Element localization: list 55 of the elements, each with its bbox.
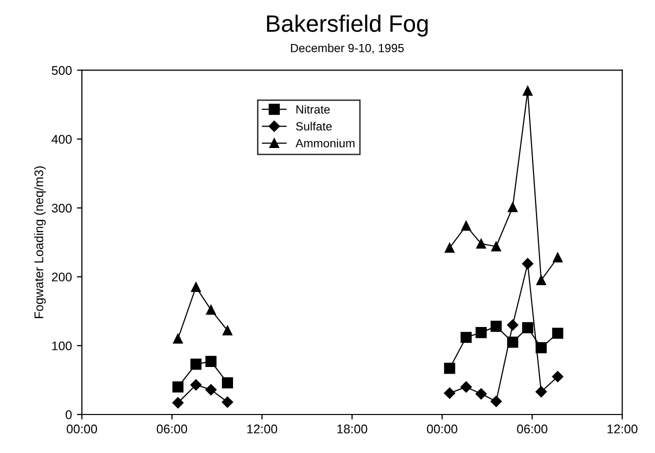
y-tick-label: 0	[66, 410, 72, 420]
point	[444, 362, 456, 374]
point	[522, 322, 534, 334]
point	[206, 304, 216, 315]
y-tick-label: 200	[52, 272, 72, 282]
point	[508, 202, 518, 212]
legend-label: Sulfate	[296, 122, 332, 131]
x-tick-label: 06:00	[156, 424, 188, 434]
point	[205, 384, 217, 396]
point	[222, 377, 234, 388]
point	[536, 386, 547, 398]
point	[191, 282, 201, 292]
point	[552, 371, 564, 382]
y-tick-label: 300	[52, 204, 72, 213]
point	[552, 328, 564, 339]
point	[490, 320, 502, 332]
x-tick-label: 12:00	[247, 424, 278, 434]
point	[173, 334, 183, 344]
point	[222, 326, 232, 336]
point	[461, 220, 472, 231]
point	[172, 381, 184, 393]
point	[552, 252, 563, 262]
y-tick-label: 500	[52, 66, 72, 75]
point	[476, 388, 487, 400]
point	[491, 242, 502, 252]
point	[172, 397, 184, 408]
legend-label: Ammonium	[296, 138, 354, 148]
legend-label: Nitrate	[296, 104, 330, 114]
point	[507, 336, 518, 348]
x-tick-label: 00:00	[426, 424, 458, 434]
point	[476, 238, 486, 249]
x-tick-label: 18:00	[337, 424, 368, 434]
y-axis-title: Fogwater Loading (neq/m3)	[34, 166, 46, 318]
point	[444, 388, 456, 399]
x-tick-label: 00:00	[66, 424, 98, 434]
point	[536, 342, 547, 354]
point	[205, 356, 217, 368]
point	[490, 396, 502, 408]
chart-title: Bakersfield Fog	[267, 14, 428, 37]
x-tick-label: 12:00	[608, 424, 638, 434]
point	[460, 332, 472, 343]
point	[476, 327, 487, 338]
point	[522, 86, 533, 96]
point	[190, 379, 202, 390]
point	[522, 258, 534, 270]
point	[190, 358, 202, 370]
point	[460, 381, 472, 393]
point	[444, 243, 454, 253]
y-tick-label: 100	[52, 341, 72, 350]
chart-subtitle: December 9-10, 1995	[291, 44, 404, 54]
y-tick-label: 400	[52, 134, 72, 144]
point	[536, 275, 546, 286]
point	[222, 396, 234, 408]
x-tick-label: 06:00	[517, 424, 548, 434]
point	[507, 319, 518, 331]
